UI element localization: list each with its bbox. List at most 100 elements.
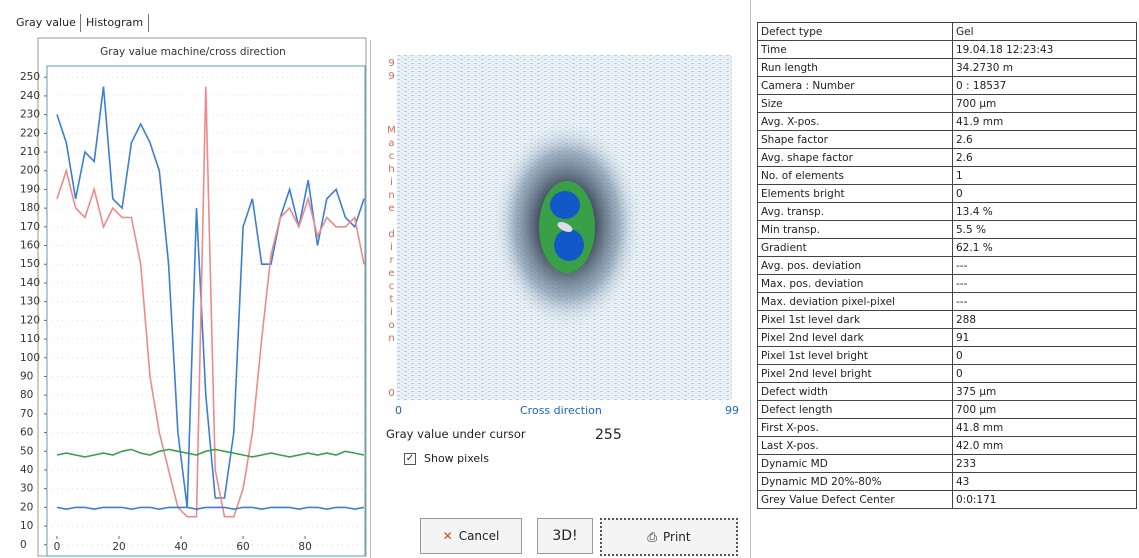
y-tick-label: 180: [20, 202, 40, 214]
value-cell: 5.5 %: [953, 221, 1137, 239]
tab[interactable]: Gray value: [16, 16, 76, 29]
value-cell: 1: [953, 167, 1137, 185]
divider: [370, 40, 371, 558]
x-end-label: 99: [725, 404, 739, 417]
value-cell: 19.04.18 12:23:43: [953, 41, 1137, 59]
chart: Gray value machine/cross direction 01020…: [0, 36, 372, 558]
cursor-label: Gray value under cursor: [386, 427, 526, 441]
y-tick-label: 30: [20, 483, 33, 495]
y-tick-label: 50: [20, 445, 33, 457]
value-cell: 0: [953, 365, 1137, 383]
y-tick-label: 220: [20, 127, 40, 139]
label-cell: Avg. X-pos.: [758, 113, 953, 131]
y-tick-label: 90: [20, 370, 33, 382]
value-cell: 41.9 mm: [953, 113, 1137, 131]
label-cell: Run length: [758, 59, 953, 77]
value-cell: 2.6: [953, 149, 1137, 167]
y-tick-label: 150: [20, 258, 40, 270]
label-cell: Last X-pos.: [758, 437, 953, 455]
label-cell: Dynamic MD: [758, 455, 953, 473]
cancel-button[interactable]: ✕Cancel: [420, 518, 522, 554]
y-tick-label: 70: [20, 408, 33, 420]
label-cell: Camera : Number: [758, 77, 953, 95]
table-row: Camera : Number0 : 18537: [758, 77, 1137, 95]
label-cell: Pixel 2nd level dark: [758, 329, 953, 347]
value-cell: 41.8 mm: [953, 419, 1137, 437]
value-cell: ---: [953, 275, 1137, 293]
y-tick-label: 250: [20, 71, 40, 83]
label-cell: Size: [758, 95, 953, 113]
button-label: 3D!: [552, 528, 577, 544]
label-cell: Max. pos. deviation: [758, 275, 953, 293]
3d-button[interactable]: 3D!: [537, 518, 593, 554]
label-cell: Elements bright: [758, 185, 953, 203]
table-row: Min transp.5.5 %: [758, 221, 1137, 239]
cursor-value: 255: [595, 427, 622, 443]
table-row: Last X-pos.42.0 mm: [758, 437, 1137, 455]
button-label: Cancel: [459, 529, 500, 543]
value-cell: 91: [953, 329, 1137, 347]
value-cell: 0:0:171: [953, 491, 1137, 509]
label-cell: Shape factor: [758, 131, 953, 149]
label-cell: Grey Value Defect Center: [758, 491, 953, 509]
label-cell: Defect type: [758, 23, 953, 41]
tab-divider: [148, 14, 149, 32]
x-tick-label: 20: [112, 541, 125, 553]
label-cell: Pixel 1st level bright: [758, 347, 953, 365]
table-row: Gradient62.1 %: [758, 239, 1137, 257]
label-cell: No. of elements: [758, 167, 953, 185]
value-cell: ---: [953, 293, 1137, 311]
label-cell: Avg. transp.: [758, 203, 953, 221]
value-cell: 2.6: [953, 131, 1137, 149]
y-tick-label: 230: [20, 109, 40, 121]
y-tick-label: 0: [20, 539, 27, 551]
x-tick-label: 60: [236, 541, 249, 553]
table-row: Shape factor2.6: [758, 131, 1137, 149]
y-tick-label: 240: [20, 90, 40, 102]
y-tick-label: 60: [20, 427, 33, 439]
label-cell: Min transp.: [758, 221, 953, 239]
table-row: Dynamic MD 20%-80%43: [758, 473, 1137, 491]
y-tick-label: 160: [20, 240, 40, 252]
value-cell: Gel: [953, 23, 1137, 41]
tab[interactable]: Histogram: [86, 16, 143, 29]
label-cell: Pixel 2nd level bright: [758, 365, 953, 383]
checkbox-label[interactable]: Show pixels: [424, 452, 489, 465]
y-tick-label: 200: [20, 165, 40, 177]
value-cell: 13.4 %: [953, 203, 1137, 221]
divider: [750, 0, 751, 558]
y-end-label: 99: [386, 58, 397, 84]
label-cell: Time: [758, 41, 953, 59]
y-tick-label: 210: [20, 146, 40, 158]
table-row: Max. deviation pixel-pixel---: [758, 293, 1137, 311]
value-cell: 288: [953, 311, 1137, 329]
defect-image: [397, 55, 732, 400]
value-cell: 34.2730 m: [953, 59, 1137, 77]
label-cell: Pixel 1st level dark: [758, 311, 953, 329]
y-tick-label: 130: [20, 296, 40, 308]
label-cell: Avg. shape factor: [758, 149, 953, 167]
table-row: First X-pos.41.8 mm: [758, 419, 1137, 437]
print-button[interactable]: ⎙Print: [600, 518, 738, 556]
value-cell: 0: [953, 347, 1137, 365]
x-tick-label: 40: [174, 541, 187, 553]
button-label: Print: [663, 530, 691, 544]
y-tick-label: 40: [20, 464, 33, 476]
checkbox[interactable]: ✓: [404, 453, 416, 465]
value-cell: 375 µm: [953, 383, 1137, 401]
value-cell: 0 : 18537: [953, 77, 1137, 95]
label-cell: First X-pos.: [758, 419, 953, 437]
table-row: Max. pos. deviation---: [758, 275, 1137, 293]
table-row: Avg. transp.13.4 %: [758, 203, 1137, 221]
table-row: No. of elements1: [758, 167, 1137, 185]
